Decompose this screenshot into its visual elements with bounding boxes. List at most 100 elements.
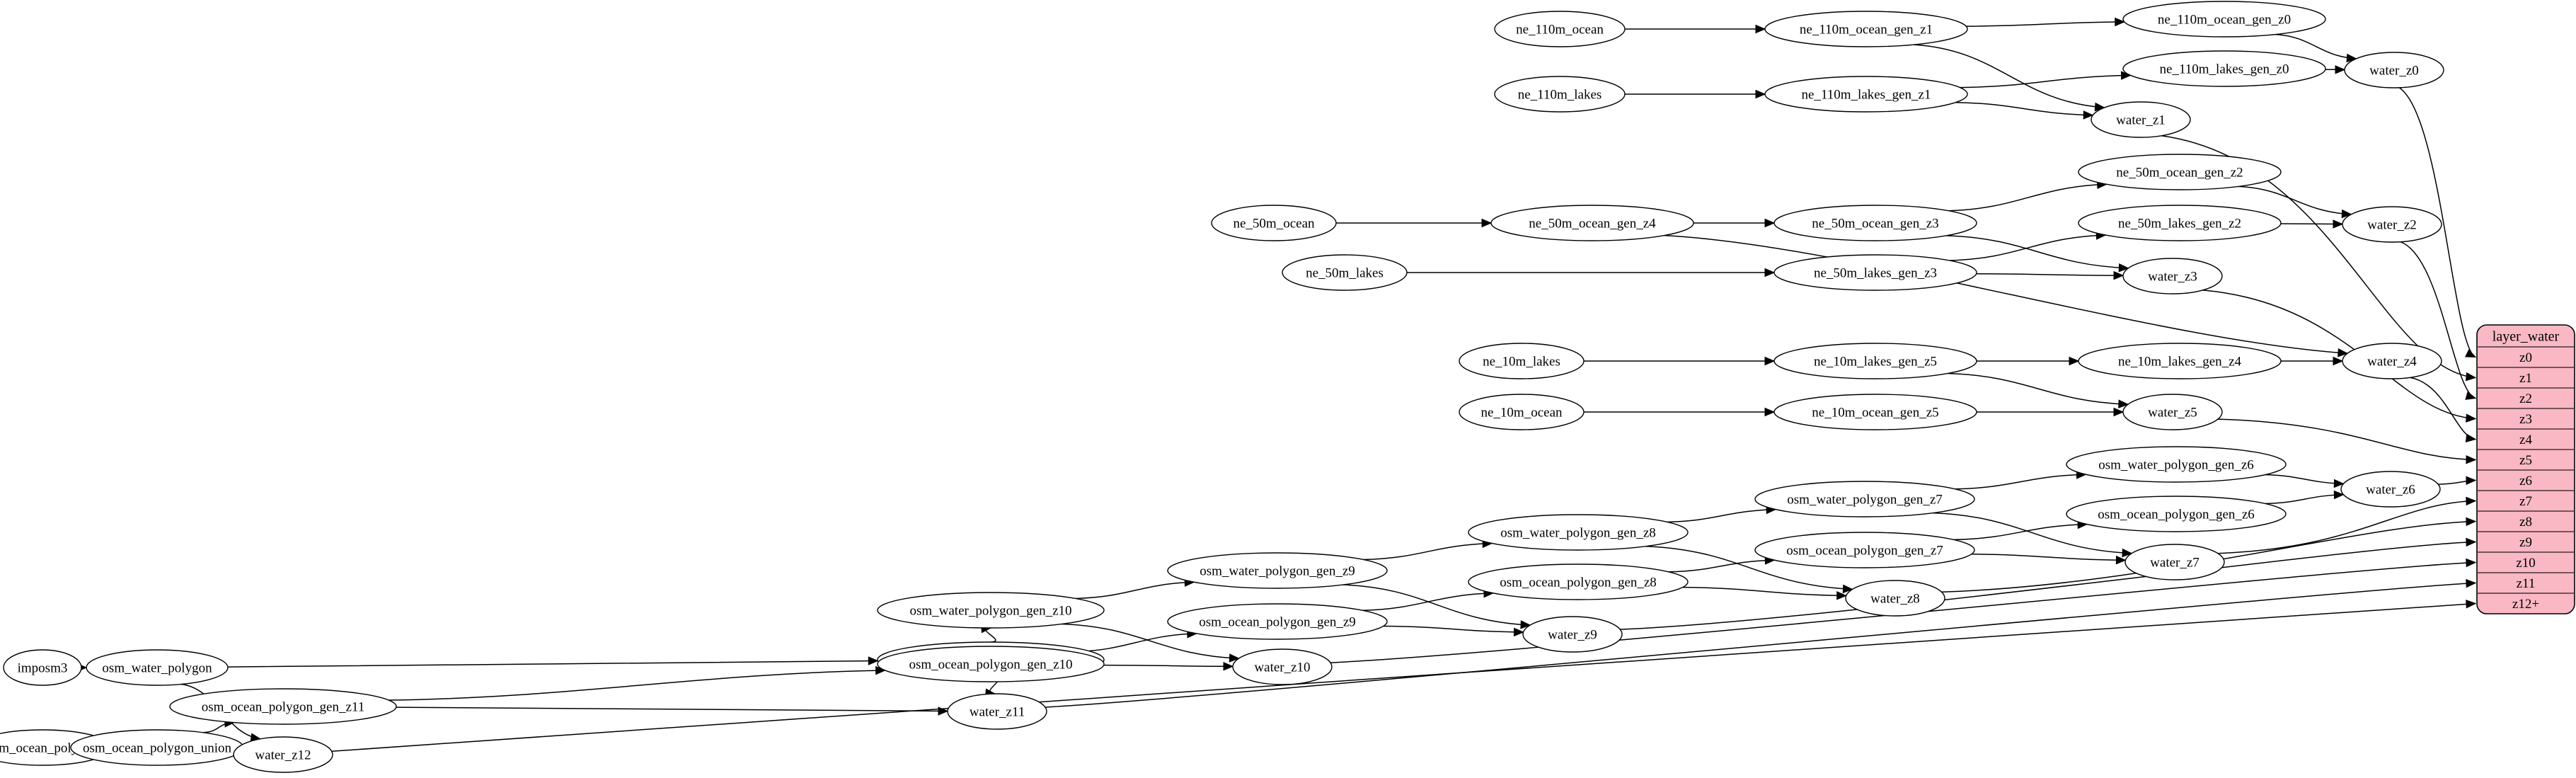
edge-osm_ocean_polygon_gen_z8-to-water_z8 (1682, 586, 1846, 597)
node-ellipse-ne_110m_lakes_gen_z1 (1764, 76, 1968, 113)
node-ellipse-ne_110m_lakes_gen_z0 (2122, 50, 2326, 87)
node-ellipse-ne_10m_lakes_gen_z4 (2078, 343, 2282, 379)
node-ellipse-imposm3 (3, 649, 82, 686)
table-row-z5[interactable]: z5 (2477, 450, 2575, 470)
node-ellipse-osm_ocean_polygon_gen_z8 (1468, 564, 1689, 600)
table-row-z1[interactable]: z1 (2477, 367, 2575, 388)
node-ellipse-water_z11 (947, 693, 1047, 730)
arrowhead-icon (2335, 65, 2346, 74)
edge-water_z9-to-layer_water.z9 (1620, 541, 2476, 630)
node-ne_50m_ocean[interactable]: ne_50m_ocean (1211, 205, 1337, 241)
node-water_z1[interactable]: water_z1 (2091, 101, 2191, 138)
node-ne_110m_ocean_gen_z0[interactable]: ne_110m_ocean_gen_z0 (2122, 1, 2326, 38)
node-ne_110m_ocean_gen_z1[interactable]: ne_110m_ocean_gen_z1 (1764, 11, 1968, 47)
node-label-osm_ocean_polygon_union: osm_ocean_polygon_union (83, 741, 232, 756)
node-ne_110m_lakes_gen_z1[interactable]: ne_110m_lakes_gen_z1 (1764, 76, 1968, 113)
table-row-z11[interactable]: z11 (2477, 573, 2575, 593)
node-ne_10m_lakes_gen_z4[interactable]: ne_10m_lakes_gen_z4 (2078, 343, 2282, 379)
node-ne_50m_lakes[interactable]: ne_50m_lakes (1282, 254, 1408, 291)
node-ellipse-osm_water_polygon (86, 649, 229, 686)
node-label-osm_water_polygon_gen_z6: osm_water_polygon_gen_z6 (2098, 458, 2254, 473)
node-imposm3[interactable]: imposm3 (3, 649, 82, 686)
table-row-z9[interactable]: z9 (2477, 532, 2575, 552)
node-ne_50m_lakes_gen_z3[interactable]: ne_50m_lakes_gen_z3 (1773, 254, 1977, 291)
table-row-z12+[interactable]: z12+ (2477, 593, 2575, 614)
node-ne_10m_ocean[interactable]: ne_10m_ocean (1459, 394, 1585, 430)
node-osm_ocean_polygon_gen_z7[interactable]: osm_ocean_polygon_gen_z7 (1754, 532, 1975, 568)
node-ellipse-ne_10m_ocean_gen_z5 (1773, 394, 1977, 430)
table-row-z10[interactable]: z10 (2477, 552, 2575, 573)
node-water_z10[interactable]: water_z10 (1232, 648, 1333, 685)
edge-ne_50m_lakes_gen_z3-to-ne_50m_lakes_gen_z2 (1949, 234, 2106, 261)
table-row-z3[interactable]: z3 (2477, 408, 2575, 429)
node-water_z0[interactable]: water_z0 (2344, 52, 2444, 88)
node-ne_110m_lakes[interactable]: ne_110m_lakes (1494, 76, 1626, 113)
edge-water_z8-to-layer_water.z8 (1941, 520, 2476, 593)
node-label-ne_50m_lakes_gen_z2: ne_50m_lakes_gen_z2 (2118, 217, 2241, 231)
node-ellipse-ne_50m_ocean_gen_z4 (1490, 205, 1694, 241)
node-label-osm_ocean_polygon_gen_z7: osm_ocean_polygon_gen_z7 (1786, 544, 1943, 559)
table-row-label-z11: z11 (2517, 576, 2536, 591)
node-water_z11[interactable]: water_z11 (947, 693, 1047, 730)
node-label-osm_water_polygon_gen_z7: osm_water_polygon_gen_z7 (1787, 493, 1943, 508)
table-row-z8[interactable]: z8 (2477, 511, 2575, 532)
node-ne_110m_ocean[interactable]: ne_110m_ocean (1494, 11, 1626, 47)
arrowhead-icon (2118, 399, 2129, 408)
node-osm_water_polygon[interactable]: osm_water_polygon (86, 649, 229, 686)
node-ne_10m_lakes_gen_z5[interactable]: ne_10m_lakes_gen_z5 (1773, 343, 1977, 379)
arrowhead-icon (2333, 356, 2344, 366)
node-label-osm_water_polygon_gen_z8: osm_water_polygon_gen_z8 (1500, 526, 1656, 541)
node-ne_10m_lakes[interactable]: ne_10m_lakes (1459, 343, 1585, 379)
node-water_z6[interactable]: water_z6 (2340, 471, 2441, 508)
node-water_z9[interactable]: water_z9 (1522, 616, 1623, 653)
edge-osm_water_polygon-to-osm_water_polygon_gen_z11 (227, 660, 878, 668)
node-water_z4[interactable]: water_z4 (2342, 343, 2442, 379)
node-osm_water_polygon_gen_z10[interactable]: osm_water_polygon_gen_z10 (877, 592, 1105, 629)
node-water_z8[interactable]: water_z8 (1845, 580, 1945, 617)
node-osm_water_polygon_gen_z9[interactable]: osm_water_polygon_gen_z9 (1167, 552, 1388, 589)
edge-water_z10-to-layer_water.z10 (1330, 561, 2476, 663)
node-water_z5[interactable]: water_z5 (2122, 394, 2223, 430)
node-label-water_z3: water_z3 (2148, 270, 2197, 285)
arrowhead-icon (2466, 496, 2477, 506)
node-osm_water_polygon_gen_z8[interactable]: osm_water_polygon_gen_z8 (1468, 514, 1689, 551)
node-osm_ocean_polygon_gen_z11[interactable]: osm_ocean_polygon_gen_z11 (169, 688, 397, 725)
node-label-ne_50m_lakes_gen_z3: ne_50m_lakes_gen_z3 (1814, 266, 1937, 281)
node-ne_50m_ocean_gen_z2[interactable]: ne_50m_ocean_gen_z2 (2078, 154, 2282, 190)
node-water_z2[interactable]: water_z2 (2342, 206, 2442, 243)
node-ne_50m_ocean_gen_z3[interactable]: ne_50m_ocean_gen_z3 (1773, 205, 1977, 241)
node-osm_ocean_polygon_gen_z6[interactable]: osm_ocean_polygon_gen_z6 (2066, 496, 2287, 532)
edge-water_z11-to-layer_water.z11 (1045, 582, 2476, 708)
table-row-z6[interactable]: z6 (2477, 470, 2575, 491)
node-water_z3[interactable]: water_z3 (2122, 258, 2223, 294)
node-label-osm_ocean_polygon_gen_z9: osm_ocean_polygon_gen_z9 (1199, 615, 1356, 630)
node-ne_10m_ocean_gen_z5[interactable]: ne_10m_ocean_gen_z5 (1773, 394, 1977, 430)
node-ellipse-ne_110m_ocean_gen_z0 (2122, 1, 2326, 38)
node-osm_ocean_polygon_gen_z10[interactable]: osm_ocean_polygon_gen_z10 (877, 646, 1105, 682)
node-ne_50m_ocean_gen_z4[interactable]: ne_50m_ocean_gen_z4 (1490, 205, 1694, 241)
node-ne_50m_lakes_gen_z2[interactable]: ne_50m_lakes_gen_z2 (2078, 205, 2282, 241)
table-row-z0[interactable]: z0 (2477, 347, 2575, 367)
node-ellipse-osm_water_polygon_gen_z7 (1754, 481, 1975, 517)
edge-osm_ocean_polygon_gen_z7-to-water_z7 (1971, 554, 2126, 561)
table-row-z7[interactable]: z7 (2477, 491, 2575, 511)
table-row-z2[interactable]: z2 (2477, 388, 2575, 408)
node-osm_ocean_polygon_union[interactable]: osm_ocean_polygon_union (70, 729, 244, 766)
edge-osm_water_polygon_gen_z8-to-water_z8 (1645, 545, 1853, 590)
node-water_z7[interactable]: water_z7 (2124, 544, 2225, 580)
table-row-label-z0: z0 (2519, 350, 2532, 365)
node-osm_water_polygon_gen_z7[interactable]: osm_water_polygon_gen_z7 (1754, 481, 1975, 517)
node-label-ne_10m_lakes: ne_10m_lakes (1483, 355, 1560, 370)
node-osm_ocean_polygon_gen_z9[interactable]: osm_ocean_polygon_gen_z9 (1167, 603, 1388, 640)
node-water_z12[interactable]: water_z12 (233, 736, 333, 773)
node-label-osm_ocean_polygon_gen_z8: osm_ocean_polygon_gen_z8 (1500, 576, 1657, 590)
node-osm_ocean_polygon_gen_z8[interactable]: osm_ocean_polygon_gen_z8 (1468, 564, 1689, 600)
table-row-z4[interactable]: z4 (2477, 429, 2575, 450)
node-label-water_z2: water_z2 (2367, 218, 2417, 233)
arrowhead-icon (2346, 53, 2357, 63)
node-ellipse-water_z0 (2344, 52, 2444, 88)
node-osm_water_polygon_gen_z6[interactable]: osm_water_polygon_gen_z6 (2066, 446, 2287, 483)
node-label-osm_ocean_polygon_gen_z6: osm_ocean_polygon_gen_z6 (2098, 508, 2255, 522)
node-ne_110m_lakes_gen_z0[interactable]: ne_110m_lakes_gen_z0 (2122, 50, 2326, 87)
arrowhead-icon (2465, 391, 2477, 400)
